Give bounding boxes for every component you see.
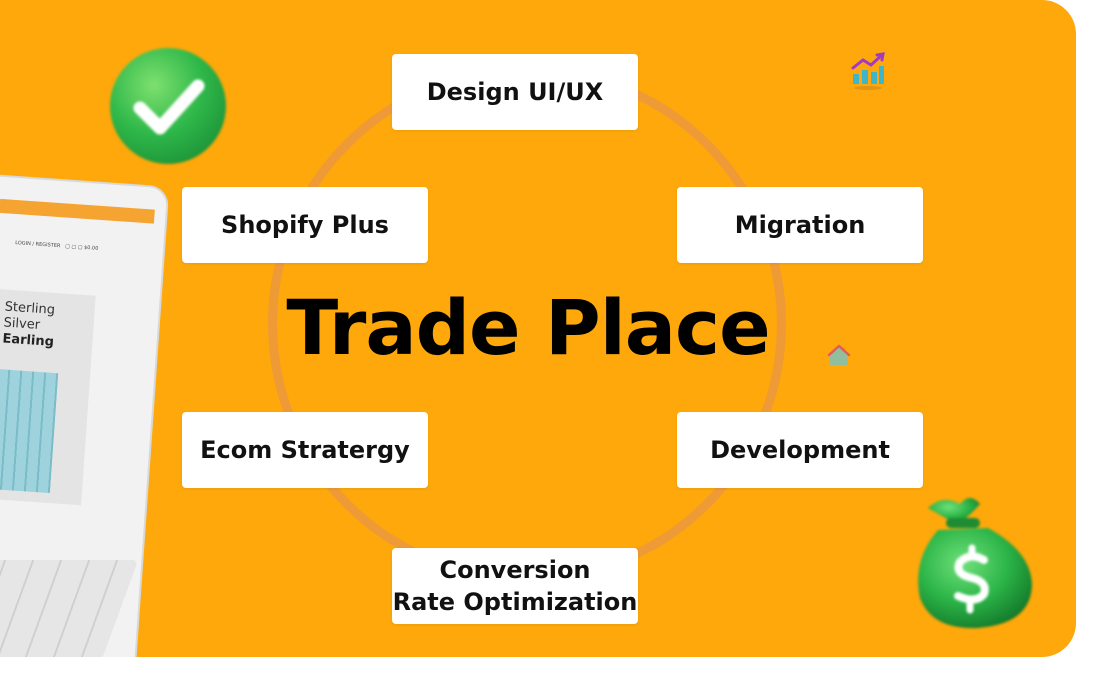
service-migration: Migration	[677, 187, 923, 263]
chart-icon	[851, 52, 885, 90]
earrings-image	[0, 369, 59, 494]
laptop-login-link: LOGIN / REGISTER	[14, 240, 61, 250]
service-development: Development	[677, 412, 923, 488]
page-title: Trade Place	[286, 283, 770, 372]
house-icon	[827, 344, 851, 365]
service-conversion-rate-optimization: Conversion Rate Optimization	[392, 548, 638, 624]
service-ecom-strategy: Ecom Stratergy	[182, 412, 428, 488]
service-shopify-plus: Shopify Plus	[182, 187, 428, 263]
hero-card: LOGIN / REGISTER ▢ ▢ ▢ $0.00 Sterling Si…	[0, 0, 1076, 657]
laptop-product-title: Sterling Silver Earling	[1, 299, 56, 350]
service-design-ui-ux: Design UI/UX	[392, 54, 638, 130]
check-icon	[110, 48, 226, 164]
laptop-header-bar	[0, 198, 155, 224]
laptop-product-card: Sterling Silver Earling	[0, 288, 96, 506]
money-bag-icon	[918, 498, 1032, 629]
laptop-nav: LOGIN / REGISTER ▢ ▢ ▢ $0.00	[14, 240, 99, 252]
laptop-cart-value: $0.00	[83, 244, 99, 252]
